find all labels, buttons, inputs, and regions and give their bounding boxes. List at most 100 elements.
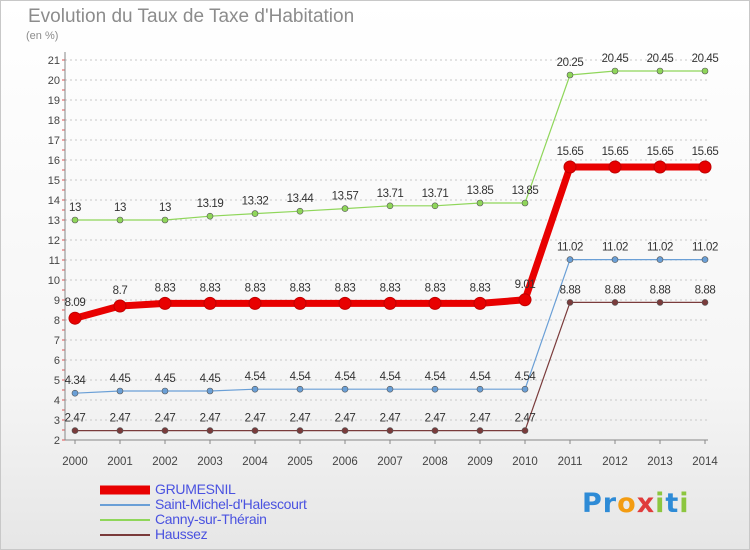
series-point-3 [656,299,664,306]
x-tick-label: 2001 [107,456,133,468]
y-tick-label: 16 [48,155,60,167]
series-point-3 [71,427,79,434]
legend-label: Haussez [155,526,208,542]
series-point-0 [248,296,262,310]
data-label: 8.83 [200,282,221,294]
data-label: 11.02 [602,242,628,254]
y-tick-label: 6 [54,355,60,367]
y-tick-label: 20 [48,75,60,87]
x-tick-label: 2008 [422,456,448,468]
series-point-3 [521,427,529,434]
series-point-3 [431,427,439,434]
data-label: 8.88 [605,284,626,296]
data-label: 4.54 [470,371,492,383]
data-label: 2.47 [470,413,491,425]
series-point-0 [113,299,127,313]
data-label: 8.88 [695,284,716,296]
y-tick-label: 19 [48,95,60,107]
legend-swatch [100,518,150,521]
data-label: 8.83 [470,282,491,294]
data-label: 8.88 [650,284,671,296]
data-label: 13.44 [287,193,315,205]
series-point-0 [518,293,532,307]
data-label: 4.54 [380,371,402,383]
series-point-2 [656,67,664,75]
data-label: 20.45 [647,53,674,65]
data-label: 15.65 [692,146,719,158]
series-point-3 [701,299,709,306]
data-label: 13.85 [512,185,539,197]
legend: GRUMESNIL Saint-Michel-d'Halescourt Canny-… [100,481,400,542]
y-tick-label: 4 [54,395,60,407]
series-point-1 [566,256,574,263]
series-point-3 [161,427,169,434]
series-line-3 [74,301,706,432]
series-point-3 [206,427,214,434]
series-point-0 [698,160,712,174]
series-point-2 [521,199,529,207]
y-tick-label: 21 [48,55,60,67]
series-point-2 [566,71,574,79]
x-tick-label: 2014 [692,456,718,468]
series-point-2 [296,207,304,215]
data-label: 8.83 [425,282,446,294]
legend-swatch [100,533,150,536]
series-point-0 [563,160,577,174]
data-label: 8.83 [155,282,176,294]
data-label: 15.65 [557,146,584,158]
series-point-0 [203,296,217,310]
x-tick-label: 2003 [197,456,223,468]
data-label: 4.54 [515,371,537,383]
data-label: 2.47 [110,413,131,425]
legend-label: Saint-Michel-d'Halescourt [155,496,307,512]
x-tick-label: 2007 [377,456,403,468]
data-label: 8.83 [335,282,356,294]
series-point-1 [251,385,259,393]
series-point-0 [68,311,82,325]
series-point-1 [431,385,439,393]
data-label: 4.54 [290,371,312,383]
legend-swatch [100,503,150,506]
series-point-3 [566,299,574,306]
series-point-1 [386,385,394,393]
data-label: 8.83 [245,282,266,294]
series-point-2 [71,216,79,224]
series-point-2 [251,210,259,217]
series-point-1 [476,385,484,393]
series-point-3 [386,427,394,434]
data-label: 4.45 [110,373,131,385]
series-point-1 [161,387,169,395]
legend-label: Canny-sur-Thérain [155,511,267,527]
x-tick-label: 2000 [62,456,88,468]
series-point-0 [158,296,172,310]
series-point-3 [611,299,619,306]
data-label: 11.02 [557,242,583,254]
series-point-3 [251,427,259,434]
series-point-2 [161,216,169,224]
series-point-0 [383,296,397,310]
x-tick-label: 2002 [152,456,178,468]
data-label: 11.02 [647,242,673,254]
data-label: 2.47 [425,413,446,425]
data-label: 13.85 [467,185,494,197]
series-point-2 [386,202,394,210]
data-label: 8.83 [380,282,401,294]
data-label: 8.88 [560,284,581,296]
y-tick-label: 9 [54,295,60,307]
data-label: 13 [114,202,126,214]
y-tick-label: 7 [54,335,60,347]
series-point-2 [431,202,439,210]
data-label: 13.19 [197,198,224,210]
x-tick-label: 2006 [332,456,358,468]
series-point-1 [71,389,79,397]
y-tick-label: 15 [48,175,60,187]
series-point-1 [656,256,664,263]
y-tick-label: 14 [48,195,60,207]
data-label: 2.47 [65,413,86,425]
data-label: 2.47 [515,413,536,425]
x-tick-label: 2009 [467,456,493,468]
series-point-2 [476,199,484,207]
x-tick-label: 2005 [287,456,313,468]
data-label: 20.45 [692,53,719,65]
